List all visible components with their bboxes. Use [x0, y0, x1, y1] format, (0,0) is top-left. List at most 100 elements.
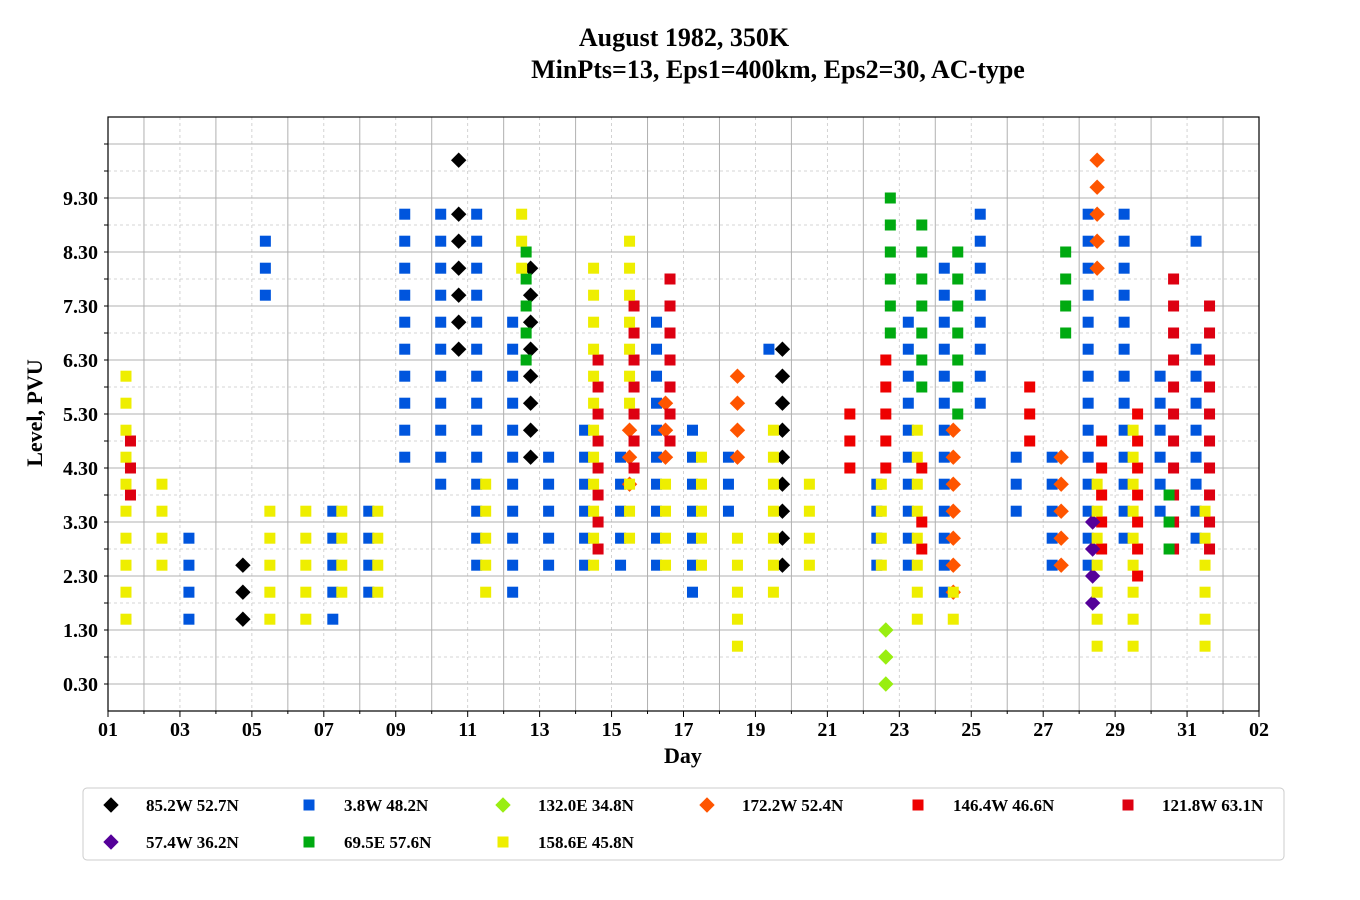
data-point [731, 532, 743, 544]
legend-item: 146.4W 46.6N [912, 796, 1055, 815]
data-point [522, 314, 539, 330]
data-point [1096, 435, 1108, 447]
data-point [952, 246, 964, 258]
data-point [450, 206, 467, 222]
data-point [588, 478, 600, 490]
data-point [1127, 532, 1139, 544]
data-point [664, 435, 676, 447]
x-tick-label: 05 [242, 719, 262, 741]
data-point [952, 300, 964, 312]
data-point [543, 451, 555, 463]
data-points [120, 152, 1216, 692]
data-point [884, 192, 896, 204]
data-point [300, 586, 312, 598]
data-point [516, 262, 528, 274]
data-point [695, 478, 707, 490]
data-point [592, 543, 604, 555]
data-point [722, 451, 734, 463]
data-point [327, 559, 339, 571]
data-point [938, 262, 950, 274]
data-point [1199, 505, 1211, 517]
data-point [731, 640, 743, 652]
series-1 [183, 208, 1202, 625]
data-point [592, 462, 604, 474]
data-point [1046, 505, 1058, 517]
data-point [435, 235, 447, 247]
x-tick-label: 11 [458, 719, 477, 741]
legend-item: 85.2W 52.7N [103, 796, 239, 815]
y-tick-label: 0.30 [63, 674, 98, 696]
data-point [327, 532, 339, 544]
data-point [1118, 478, 1130, 490]
data-point [884, 327, 896, 339]
data-point [916, 246, 928, 258]
data-point [938, 289, 950, 301]
y-axis-label: Level, PVU [22, 359, 47, 467]
data-point [450, 233, 467, 249]
data-point [624, 505, 636, 517]
data-point [1199, 532, 1211, 544]
data-point [399, 208, 411, 220]
data-point [1132, 543, 1144, 555]
data-point [902, 370, 914, 382]
data-point [651, 532, 663, 544]
data-point [947, 586, 959, 598]
data-point [974, 235, 986, 247]
data-point [803, 532, 815, 544]
data-point [1199, 640, 1211, 652]
data-point [1132, 408, 1144, 420]
data-point [156, 559, 168, 571]
series-3 [621, 152, 1105, 600]
data-point [844, 435, 856, 447]
data-point [884, 300, 896, 312]
legend-item: 69.5E 57.6N [303, 833, 432, 852]
data-point [264, 586, 276, 598]
series-2 [878, 622, 894, 692]
data-point [1084, 514, 1101, 530]
data-point [938, 586, 950, 598]
data-point [520, 354, 532, 366]
data-point [902, 343, 914, 355]
data-point [471, 316, 483, 328]
data-point [1168, 408, 1180, 420]
data-point [1096, 543, 1108, 555]
data-point [695, 451, 707, 463]
data-point [1024, 381, 1036, 393]
data-point [884, 219, 896, 231]
data-point [522, 287, 539, 303]
x-tick-label: 31 [1177, 719, 1197, 741]
data-point [621, 422, 638, 438]
data-point [1132, 570, 1144, 582]
data-point [1082, 370, 1094, 382]
data-point [624, 397, 636, 409]
data-point [588, 451, 600, 463]
data-point [1118, 370, 1130, 382]
legend-box [82, 787, 1285, 861]
data-point [952, 354, 964, 366]
data-point [1082, 532, 1094, 544]
data-point [731, 613, 743, 625]
x-tick-label: 01 [98, 719, 118, 741]
data-point [1163, 516, 1175, 528]
data-point [624, 532, 636, 544]
data-point [1091, 478, 1103, 490]
data-point [124, 462, 136, 474]
data-point [507, 397, 519, 409]
data-point [767, 586, 779, 598]
data-point [1127, 559, 1139, 571]
data-point [938, 370, 950, 382]
data-point [120, 613, 132, 625]
data-point [435, 397, 447, 409]
data-point [695, 532, 707, 544]
data-point [156, 505, 168, 517]
data-point [974, 343, 986, 355]
data-point [938, 397, 950, 409]
axes [104, 116, 1260, 717]
data-point [651, 451, 663, 463]
data-point [327, 613, 339, 625]
data-point [1118, 262, 1130, 274]
data-point [1154, 370, 1166, 382]
data-point [664, 408, 676, 420]
legend-label: 132.0E 34.8N [538, 796, 635, 815]
data-point [1190, 478, 1202, 490]
